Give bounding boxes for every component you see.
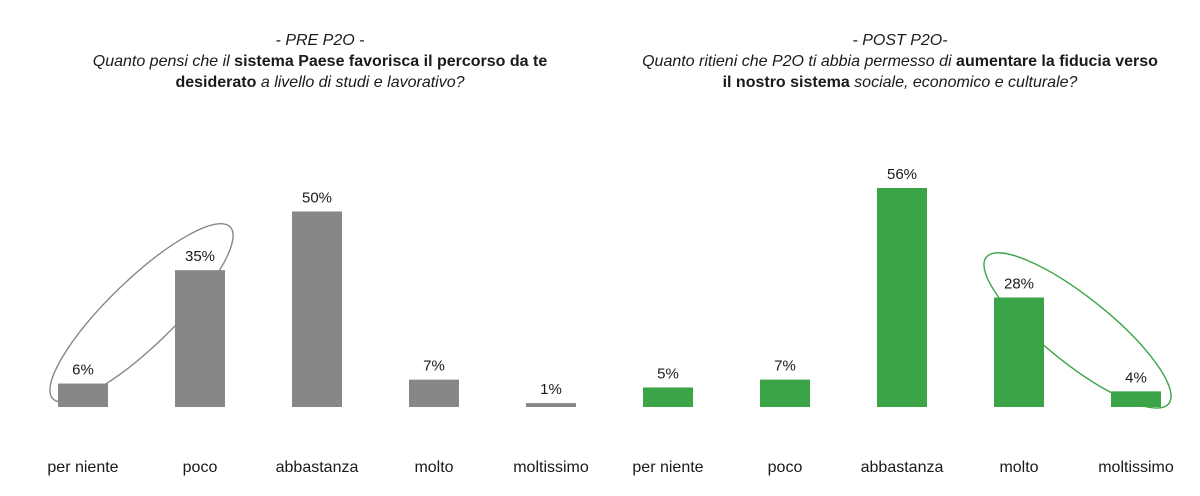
bar-pre-poco [175,270,225,407]
value-label-post-molto: 28% [1004,276,1034,293]
bar-post-poco [760,379,810,407]
bar-post-molto [994,297,1044,407]
category-label-pre-abbastanza: abbastanza [276,459,359,476]
highlight-ellipse-pre [49,222,234,403]
chart-title-pre: - PRE P2O - Quanto pensi che il sistema … [60,30,580,93]
category-label-post-per-niente: per niente [632,459,703,476]
chart-panel-pre: 6% per niente 35% poco 50% abbastanza 7% molto 1… [47,189,589,476]
category-label-post-abbastanza: abbastanza [861,459,944,476]
bar-post-per-niente [643,387,693,407]
value-label-post-moltissimo: 4% [1125,369,1147,386]
title-pre-part-3: a livello di studi e lavorativo? [256,74,465,91]
title-tag-pre: - PRE P2O - [275,32,365,49]
category-label-pre-poco: poco [183,459,218,476]
value-label-post-poco: 7% [774,358,796,375]
title-pre-part-2: sistema Paese favorisca il percorso da t… [175,53,548,91]
title-post-part-1: Quanto ritieni che P2O ti abbia permesso… [642,53,957,70]
value-label-pre-per-niente: 6% [72,362,94,379]
category-label-post-poco: poco [768,459,803,476]
title-post-part-2: aumentare la fiducia verso il nostro sis… [722,53,1158,91]
highlight-ellipse-post [983,252,1172,409]
value-label-pre-moltissimo: 1% [540,381,562,398]
bar-pre-abbastanza [292,211,342,407]
value-label-pre-molto: 7% [423,358,445,375]
value-label-post-abbastanza: 56% [887,166,917,183]
category-label-pre-moltissimo: moltissimo [513,459,589,476]
title-pre-part-1: Quanto pensi che il [92,53,235,70]
title-tag-post: - POST P2O- [852,32,948,49]
value-label-post-per-niente: 5% [657,365,679,382]
chart-title-post: - POST P2O- Quanto ritieni che P2O ti ab… [640,30,1160,93]
bar-pre-moltissimo [526,403,576,407]
category-label-post-molto: molto [999,459,1038,476]
chart-panel-post: 5% per niente 7% poco 56% abbastanza 28% molto 4… [632,166,1174,476]
bar-pre-molto [409,379,459,407]
category-label-post-moltissimo: moltissimo [1098,459,1174,476]
value-label-pre-poco: 35% [185,248,215,265]
value-label-pre-abbastanza: 50% [302,189,332,206]
category-label-pre-molto: molto [414,459,453,476]
bar-post-moltissimo [1111,391,1161,407]
category-label-pre-per-niente: per niente [47,459,118,476]
bar-post-abbastanza [877,188,927,407]
title-post-part-3: sociale, economico e culturale? [849,74,1078,91]
